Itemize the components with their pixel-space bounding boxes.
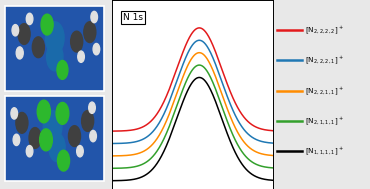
Circle shape (18, 24, 30, 44)
Circle shape (47, 43, 63, 71)
Circle shape (57, 150, 70, 171)
Text: $[\mathrm{N}_{1,1,1,1}]^+$: $[\mathrm{N}_{1,1,1,1}]^+$ (306, 145, 344, 157)
Circle shape (32, 37, 44, 58)
Circle shape (46, 22, 64, 54)
Circle shape (90, 130, 97, 142)
Text: $[\mathrm{N}_{2,1,1,1}]^+$: $[\mathrm{N}_{2,1,1,1}]^+$ (306, 115, 344, 127)
Circle shape (40, 129, 53, 151)
Bar (6, 6, 104, 91)
Circle shape (71, 31, 83, 52)
Circle shape (41, 14, 53, 35)
Text: $[\mathrm{N}_{2,2,2,1}]^+$: $[\mathrm{N}_{2,2,2,1}]^+$ (306, 55, 344, 66)
Circle shape (11, 108, 17, 119)
Circle shape (13, 134, 20, 146)
Circle shape (78, 51, 84, 62)
Circle shape (16, 47, 23, 59)
Circle shape (77, 146, 83, 157)
Circle shape (16, 112, 28, 133)
Text: $[\mathrm{N}_{2,2,2,2}]^+$: $[\mathrm{N}_{2,2,2,2}]^+$ (306, 24, 344, 36)
Circle shape (82, 111, 94, 131)
Circle shape (68, 126, 81, 146)
Circle shape (26, 13, 33, 25)
Bar (6, 96, 104, 181)
Circle shape (93, 43, 100, 55)
Circle shape (91, 11, 97, 23)
Circle shape (37, 100, 50, 123)
Circle shape (84, 22, 96, 43)
Circle shape (49, 133, 65, 162)
Circle shape (57, 60, 68, 79)
Text: N 1s: N 1s (123, 13, 143, 22)
Circle shape (89, 102, 95, 113)
Circle shape (26, 146, 33, 157)
Text: $[\mathrm{N}_{2,2,1,1}]^+$: $[\mathrm{N}_{2,2,1,1}]^+$ (306, 85, 344, 97)
Circle shape (12, 25, 18, 36)
Circle shape (56, 102, 69, 124)
Circle shape (29, 128, 41, 148)
Circle shape (43, 111, 62, 143)
